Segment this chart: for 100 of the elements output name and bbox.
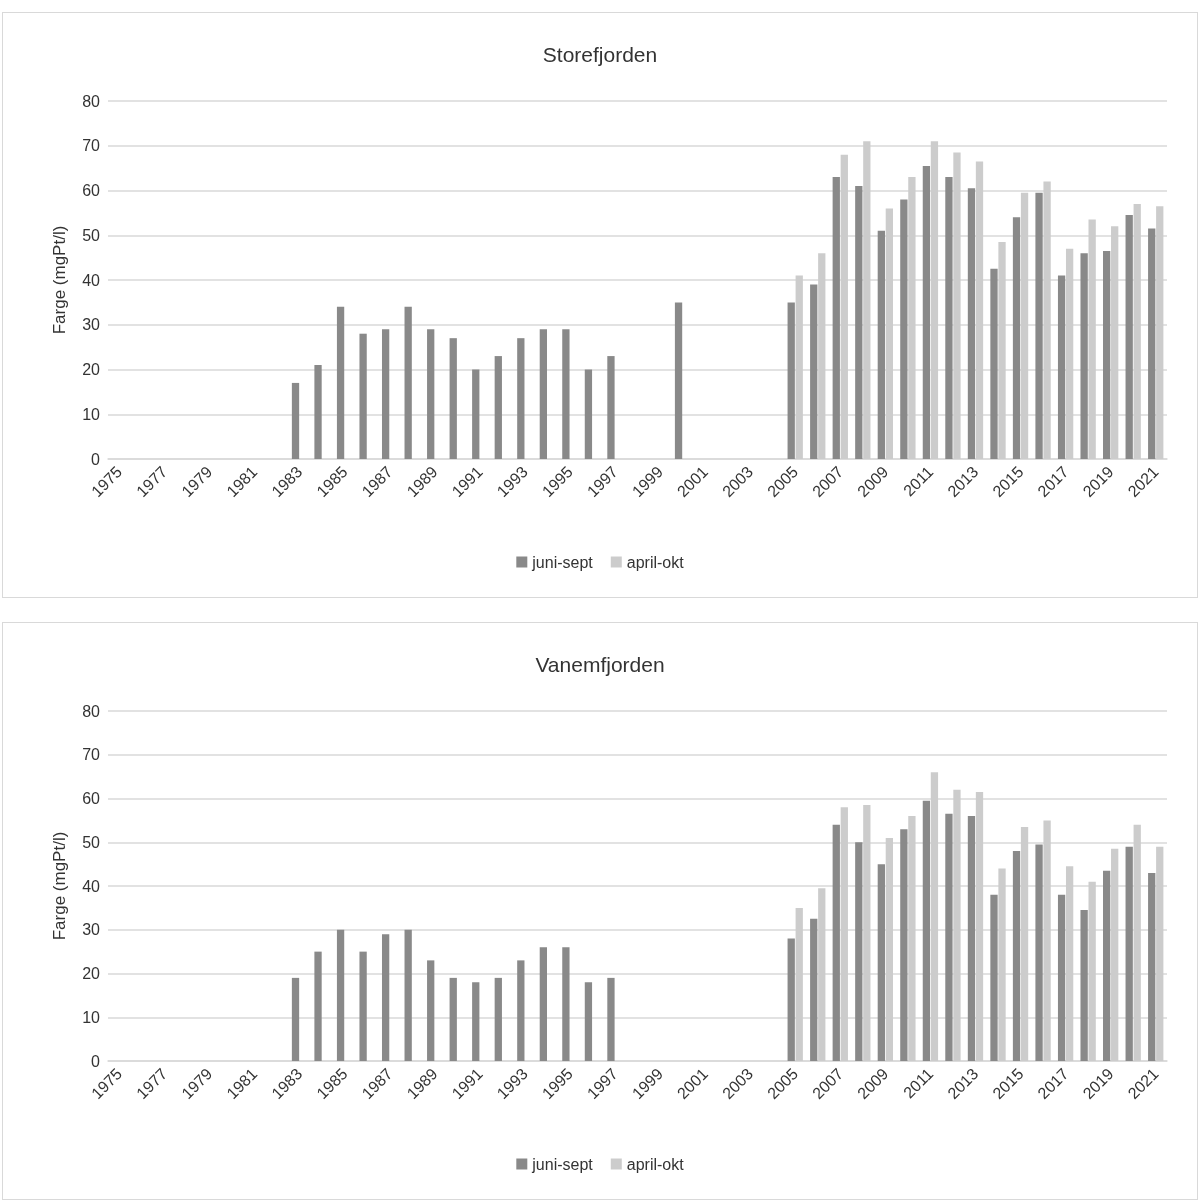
bar — [818, 253, 826, 459]
bar — [863, 805, 871, 1061]
bar — [404, 929, 412, 1061]
legend-label: juni-sept — [531, 1155, 594, 1173]
bar — [930, 772, 939, 1061]
bar — [1125, 846, 1133, 1061]
bar — [810, 284, 818, 459]
bar — [539, 329, 548, 459]
y-tick-label: 30 — [82, 921, 101, 939]
bar — [877, 230, 885, 459]
y-tick-label: 80 — [82, 92, 101, 110]
y-tick-label: 20 — [82, 965, 101, 982]
y-tick-label: 30 — [82, 316, 101, 334]
bar — [1035, 844, 1043, 1061]
bar — [967, 188, 976, 459]
bar — [314, 365, 322, 459]
y-tick-label: 0 — [91, 1052, 101, 1070]
bar — [1111, 848, 1119, 1061]
y-tick-label: 10 — [82, 405, 101, 423]
bar — [1020, 826, 1029, 1061]
bar — [885, 837, 894, 1061]
bar — [674, 302, 683, 459]
bar — [336, 929, 345, 1061]
bar — [1156, 206, 1164, 459]
y-tick-label: 60 — [82, 182, 101, 199]
bar — [381, 329, 390, 459]
bar — [539, 947, 548, 1061]
bar — [1133, 824, 1141, 1061]
legend-label: april-okt — [626, 1155, 685, 1173]
bar — [998, 868, 1006, 1061]
bar — [990, 268, 998, 459]
bar — [336, 306, 345, 459]
bar — [787, 302, 795, 459]
bar — [863, 141, 871, 459]
bar — [607, 356, 615, 459]
legend-label: juni-sept — [531, 553, 594, 571]
bar — [1012, 217, 1021, 459]
bar — [900, 199, 908, 459]
y-tick-label: 10 — [82, 1008, 101, 1026]
bar — [930, 141, 939, 459]
bar — [945, 813, 953, 1061]
y-tick-label: 50 — [82, 833, 101, 851]
bar — [562, 947, 570, 1061]
bar — [1035, 192, 1043, 459]
bar — [998, 241, 1006, 459]
bar — [1111, 226, 1119, 459]
bar — [1148, 872, 1156, 1061]
bar — [427, 960, 435, 1061]
bar — [922, 800, 931, 1061]
bar — [818, 888, 826, 1061]
bar — [381, 934, 390, 1061]
bar — [787, 938, 795, 1061]
bar — [1043, 820, 1051, 1061]
bar — [517, 338, 525, 459]
bar — [877, 864, 885, 1061]
bar — [855, 186, 863, 459]
bar — [1156, 846, 1164, 1061]
bar — [1043, 181, 1051, 459]
bar — [291, 977, 300, 1061]
bar — [494, 356, 502, 459]
bar — [1088, 881, 1096, 1061]
bar — [953, 789, 961, 1061]
y-tick-label: 20 — [82, 361, 101, 378]
bar — [855, 842, 863, 1061]
bar — [990, 894, 998, 1061]
bar — [1057, 894, 1066, 1061]
y-tick-label: 60 — [82, 790, 101, 807]
y-tick-label: 0 — [91, 450, 101, 468]
legend-label: april-okt — [626, 553, 685, 571]
bar — [584, 982, 593, 1061]
bar — [832, 824, 840, 1061]
bar — [291, 382, 300, 459]
bar — [359, 333, 367, 459]
bar — [562, 329, 570, 459]
bar — [314, 951, 322, 1061]
bar — [449, 338, 457, 459]
bar — [967, 816, 976, 1061]
bar — [1133, 203, 1141, 459]
bar — [945, 177, 953, 459]
y-axis-title: Farge (mgPt/l) — [50, 225, 69, 335]
bar — [1020, 192, 1029, 459]
bar — [900, 829, 908, 1061]
bar — [795, 275, 803, 459]
bar — [472, 982, 480, 1061]
bar — [885, 208, 894, 459]
bar — [517, 960, 525, 1061]
y-axis-title: Farge (mgPt/l) — [50, 831, 69, 941]
bar — [908, 177, 916, 459]
bar — [1088, 219, 1096, 459]
bar — [922, 165, 931, 459]
bar — [1103, 250, 1111, 459]
bar — [1057, 275, 1066, 459]
bar — [1080, 910, 1088, 1061]
bar — [584, 369, 593, 459]
bar — [404, 306, 412, 459]
bar — [1148, 228, 1156, 459]
bar — [1125, 215, 1133, 459]
bar — [1103, 870, 1111, 1061]
bar — [840, 807, 848, 1061]
bar — [840, 154, 848, 459]
